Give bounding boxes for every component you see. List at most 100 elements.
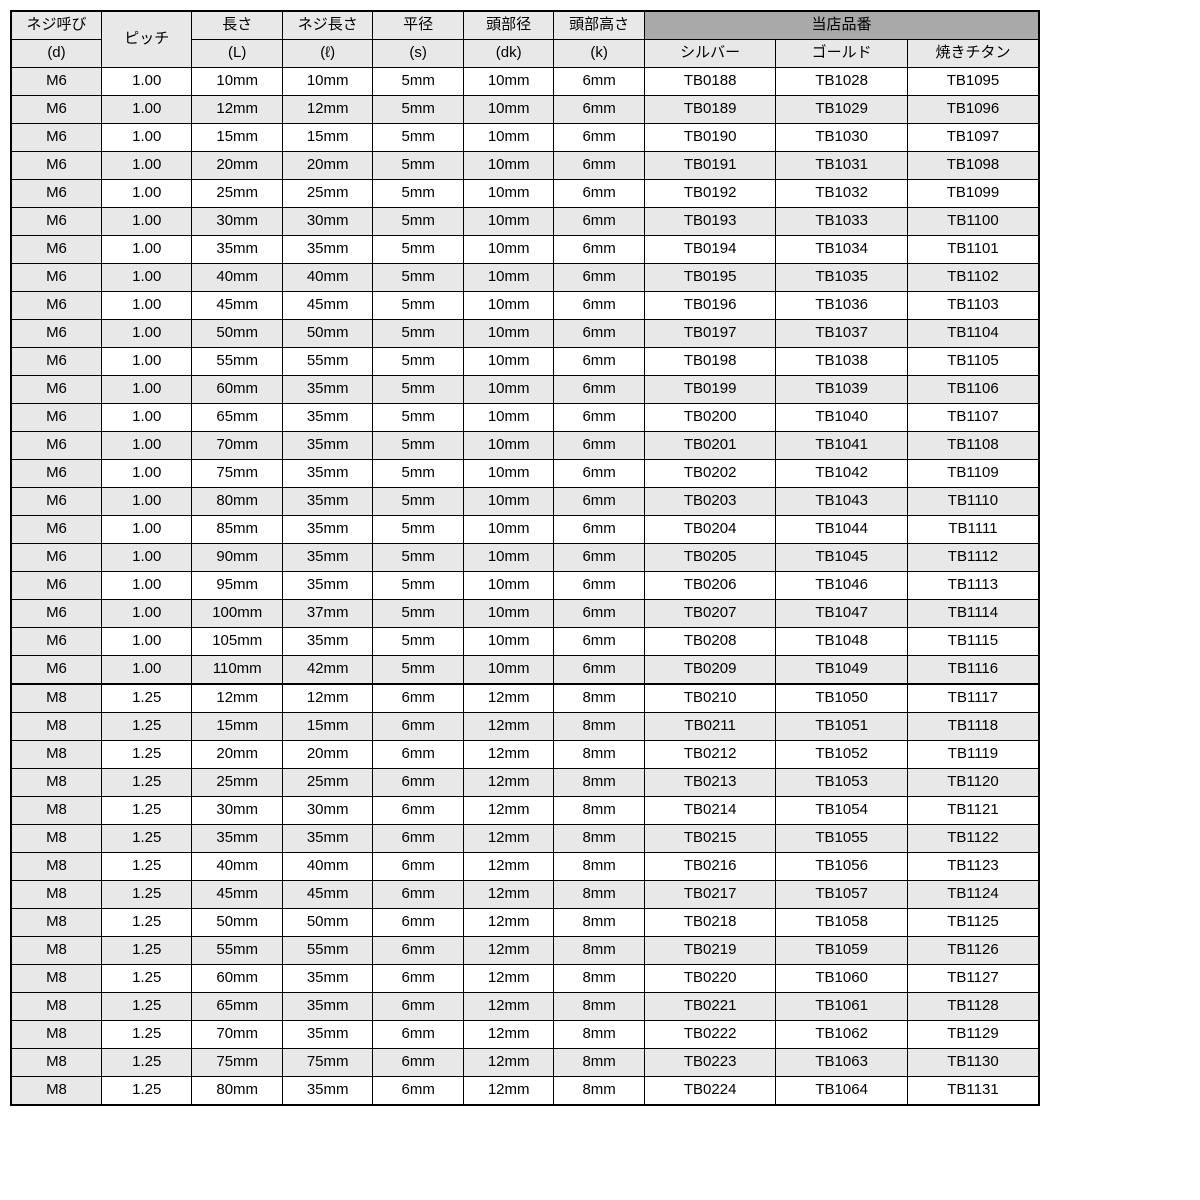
cell-silver: TB0200 — [644, 404, 776, 432]
cell-ti: TB1108 — [907, 432, 1039, 460]
cell-k: 6mm — [554, 348, 644, 376]
cell-silver: TB0213 — [644, 769, 776, 797]
cell-s: 6mm — [373, 1077, 463, 1106]
cell-gold: TB1053 — [776, 769, 908, 797]
cell-silver: TB0191 — [644, 152, 776, 180]
cell-dk: 10mm — [463, 544, 553, 572]
cell-dk: 12mm — [463, 1021, 553, 1049]
cell-l: 15mm — [282, 713, 372, 741]
cell-d: M6 — [11, 460, 101, 488]
cell-dk: 10mm — [463, 124, 553, 152]
table-row: M61.0070mm35mm5mm10mm6mmTB0201TB1041TB11… — [11, 432, 1039, 460]
table-row: M61.0035mm35mm5mm10mm6mmTB0194TB1034TB11… — [11, 236, 1039, 264]
cell-ti: TB1107 — [907, 404, 1039, 432]
cell-s: 5mm — [373, 376, 463, 404]
cell-s: 6mm — [373, 853, 463, 881]
cell-L: 30mm — [192, 797, 282, 825]
cell-k: 6mm — [554, 208, 644, 236]
cell-d: M6 — [11, 96, 101, 124]
cell-L: 50mm — [192, 909, 282, 937]
cell-silver: TB0224 — [644, 1077, 776, 1106]
table-row: M81.2520mm20mm6mm12mm8mmTB0212TB1052TB11… — [11, 741, 1039, 769]
cell-k: 6mm — [554, 460, 644, 488]
header-pitch: ピッチ — [101, 11, 191, 68]
cell-d: M6 — [11, 208, 101, 236]
cell-dk: 10mm — [463, 320, 553, 348]
cell-gold: TB1045 — [776, 544, 908, 572]
cell-d: M8 — [11, 909, 101, 937]
cell-l: 15mm — [282, 124, 372, 152]
cell-silver: TB0221 — [644, 993, 776, 1021]
header-partno-group: 当店品番 — [644, 11, 1039, 40]
cell-ti: TB1105 — [907, 348, 1039, 376]
cell-L: 70mm — [192, 1021, 282, 1049]
cell-ti: TB1124 — [907, 881, 1039, 909]
spec-table: ネジ呼び ピッチ 長さ ネジ長さ 平径 頭部径 頭部高さ 当店品番 (d) (L… — [10, 10, 1040, 1106]
cell-k: 8mm — [554, 1049, 644, 1077]
cell-pitch: 1.25 — [101, 909, 191, 937]
cell-l: 35mm — [282, 993, 372, 1021]
cell-d: M8 — [11, 741, 101, 769]
cell-pitch: 1.25 — [101, 1021, 191, 1049]
table-row: M61.0075mm35mm5mm10mm6mmTB0202TB1042TB11… — [11, 460, 1039, 488]
cell-pitch: 1.00 — [101, 152, 191, 180]
cell-L: 25mm — [192, 180, 282, 208]
table-row: M61.0085mm35mm5mm10mm6mmTB0204TB1044TB11… — [11, 516, 1039, 544]
cell-d: M8 — [11, 965, 101, 993]
cell-ti: TB1098 — [907, 152, 1039, 180]
cell-gold: TB1061 — [776, 993, 908, 1021]
cell-pitch: 1.00 — [101, 68, 191, 96]
table-row: M81.2515mm15mm6mm12mm8mmTB0211TB1051TB11… — [11, 713, 1039, 741]
cell-s: 6mm — [373, 1021, 463, 1049]
cell-silver: TB0196 — [644, 292, 776, 320]
cell-dk: 10mm — [463, 180, 553, 208]
cell-l: 45mm — [282, 292, 372, 320]
cell-dk: 10mm — [463, 572, 553, 600]
cell-pitch: 1.00 — [101, 348, 191, 376]
cell-ti: TB1128 — [907, 993, 1039, 1021]
cell-L: 15mm — [192, 124, 282, 152]
cell-k: 8mm — [554, 993, 644, 1021]
cell-s: 5mm — [373, 96, 463, 124]
header-k-top: 頭部高さ — [554, 11, 644, 40]
cell-gold: TB1052 — [776, 741, 908, 769]
cell-s: 6mm — [373, 965, 463, 993]
cell-d: M8 — [11, 1077, 101, 1106]
cell-silver: TB0192 — [644, 180, 776, 208]
cell-k: 6mm — [554, 320, 644, 348]
header-l-sub: (ℓ) — [282, 40, 372, 68]
cell-d: M6 — [11, 432, 101, 460]
cell-gold: TB1036 — [776, 292, 908, 320]
cell-d: M6 — [11, 600, 101, 628]
cell-pitch: 1.00 — [101, 460, 191, 488]
cell-L: 65mm — [192, 993, 282, 1021]
cell-pitch: 1.00 — [101, 516, 191, 544]
cell-d: M6 — [11, 320, 101, 348]
cell-gold: TB1050 — [776, 684, 908, 713]
cell-s: 6mm — [373, 881, 463, 909]
header-gold: ゴールド — [776, 40, 908, 68]
cell-k: 6mm — [554, 180, 644, 208]
cell-s: 5mm — [373, 432, 463, 460]
cell-k: 6mm — [554, 96, 644, 124]
table-row: M81.2570mm35mm6mm12mm8mmTB0222TB1062TB11… — [11, 1021, 1039, 1049]
cell-dk: 10mm — [463, 656, 553, 685]
cell-gold: TB1058 — [776, 909, 908, 937]
cell-L: 50mm — [192, 320, 282, 348]
cell-pitch: 1.00 — [101, 488, 191, 516]
cell-ti: TB1106 — [907, 376, 1039, 404]
cell-d: M8 — [11, 797, 101, 825]
cell-k: 6mm — [554, 404, 644, 432]
cell-d: M6 — [11, 292, 101, 320]
cell-pitch: 1.25 — [101, 797, 191, 825]
cell-s: 5mm — [373, 460, 463, 488]
cell-d: M8 — [11, 993, 101, 1021]
cell-d: M6 — [11, 544, 101, 572]
cell-k: 6mm — [554, 236, 644, 264]
cell-L: 100mm — [192, 600, 282, 628]
cell-s: 5mm — [373, 236, 463, 264]
cell-dk: 10mm — [463, 152, 553, 180]
cell-dk: 12mm — [463, 965, 553, 993]
cell-pitch: 1.00 — [101, 236, 191, 264]
cell-l: 35mm — [282, 965, 372, 993]
